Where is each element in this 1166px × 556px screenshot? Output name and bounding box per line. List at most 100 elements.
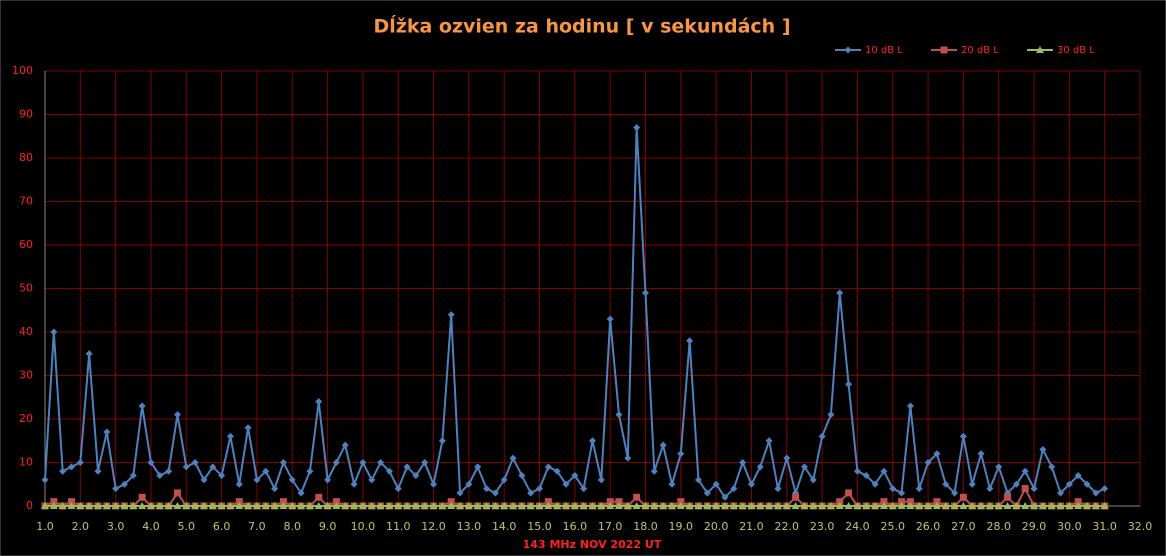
data-point — [1003, 502, 1012, 509]
data-point — [509, 454, 517, 462]
data-point — [138, 402, 146, 410]
data-point — [430, 480, 438, 488]
data-point — [350, 502, 359, 509]
data-point — [641, 289, 649, 297]
data-point — [288, 476, 296, 484]
x-tick-label: 24.0 — [845, 520, 870, 533]
data-point — [659, 441, 667, 449]
data-point — [985, 502, 994, 509]
data-point — [518, 472, 526, 480]
data-point — [933, 450, 941, 458]
data-point — [606, 498, 614, 506]
data-point — [173, 489, 181, 497]
x-tick-label: 4.0 — [142, 520, 160, 533]
data-point — [765, 437, 773, 445]
data-point — [1012, 480, 1020, 488]
data-point — [1074, 502, 1083, 509]
data-point — [792, 493, 800, 501]
data-point — [800, 463, 808, 471]
data-point — [756, 502, 765, 509]
legend-marker — [1036, 46, 1044, 53]
data-point — [871, 502, 880, 509]
data-point — [111, 502, 120, 509]
data-point — [473, 502, 482, 509]
data-point — [41, 476, 49, 484]
data-point — [614, 502, 623, 509]
data-point — [527, 489, 535, 497]
data-point — [120, 480, 128, 488]
data-point — [1030, 485, 1038, 493]
data-point — [667, 502, 676, 509]
data-point — [1004, 493, 1012, 501]
data-point — [544, 502, 553, 509]
data-point — [1012, 502, 1021, 509]
data-point — [182, 502, 191, 509]
x-tick-label: 8.0 — [284, 520, 302, 533]
data-point — [102, 502, 111, 509]
data-point — [676, 502, 685, 509]
data-point — [465, 480, 473, 488]
data-point — [244, 424, 252, 432]
data-point — [350, 480, 358, 488]
data-point — [199, 502, 208, 509]
x-tick-label: 7.0 — [248, 520, 266, 533]
data-point — [332, 459, 340, 466]
data-point — [67, 502, 76, 509]
data-point — [1083, 502, 1092, 509]
data-point — [164, 502, 173, 509]
data-point — [85, 502, 94, 509]
data-point — [305, 502, 314, 509]
data-point — [526, 502, 535, 509]
data-point — [880, 467, 888, 475]
data-point — [394, 502, 403, 509]
data-point — [1091, 502, 1100, 509]
data-point — [827, 411, 835, 419]
data-point — [447, 498, 455, 506]
data-point — [76, 459, 84, 466]
data-point — [924, 502, 933, 509]
data-point — [491, 502, 500, 509]
data-point — [1101, 485, 1109, 493]
data-point — [597, 476, 605, 484]
y-tick-label: 60 — [19, 238, 33, 251]
data-point — [721, 493, 729, 501]
data-point — [341, 502, 350, 509]
data-point — [155, 502, 164, 509]
x-tick-label: 27.0 — [951, 520, 976, 533]
data-point — [500, 476, 508, 484]
data-point — [208, 502, 217, 509]
data-point — [570, 502, 579, 509]
data-point — [403, 463, 411, 471]
y-tick-label: 80 — [19, 151, 33, 164]
data-point — [200, 476, 208, 484]
data-point — [818, 432, 826, 440]
x-tick-label: 23.0 — [810, 520, 835, 533]
data-point — [332, 498, 340, 506]
data-point — [959, 502, 968, 509]
data-point — [146, 502, 155, 509]
data-point — [252, 502, 261, 509]
data-point — [235, 480, 243, 488]
data-point — [951, 489, 959, 497]
data-point — [826, 502, 835, 509]
data-point — [677, 498, 685, 506]
data-point — [738, 502, 747, 509]
data-point — [633, 493, 641, 501]
data-point — [509, 502, 518, 509]
data-point — [173, 411, 181, 419]
x-tick-label: 9.0 — [319, 520, 337, 533]
y-tick-label: 30 — [19, 369, 33, 382]
y-tick-label: 50 — [19, 282, 33, 295]
data-point — [359, 459, 367, 466]
x-tick-label: 12.0 — [421, 520, 446, 533]
data-point — [783, 454, 791, 462]
x-tick-label: 30.0 — [1057, 520, 1082, 533]
x-tick-label: 22.0 — [775, 520, 800, 533]
x-tick-label: 32.0 — [1128, 520, 1153, 533]
data-point — [306, 467, 314, 475]
y-tick-label: 70 — [19, 195, 33, 208]
data-point — [59, 467, 67, 475]
data-point — [800, 502, 809, 509]
data-point — [262, 467, 270, 475]
data-point — [968, 502, 977, 509]
